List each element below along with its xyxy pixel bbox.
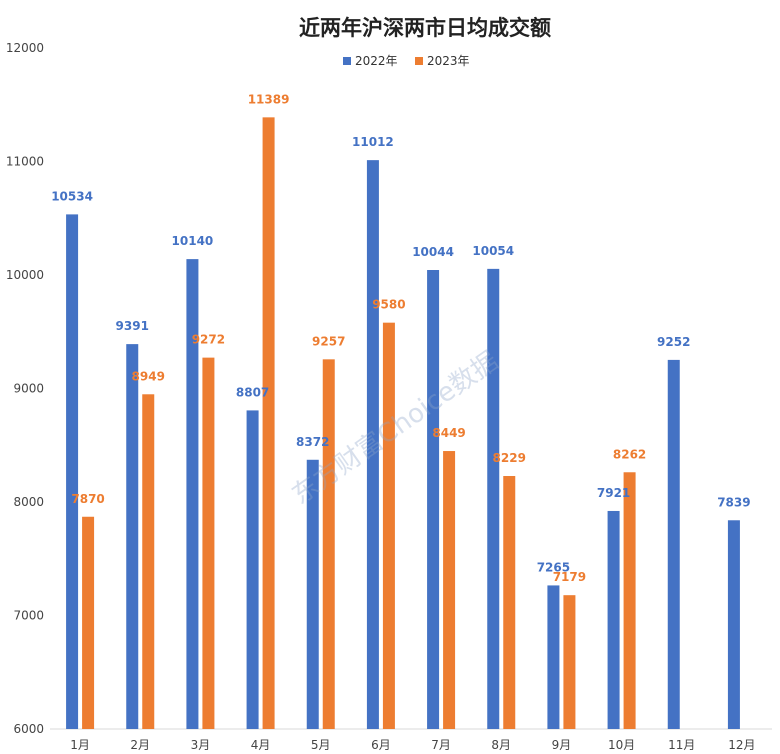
chart-title: 近两年沪深两市日均成交额: [299, 16, 551, 40]
legend: 2022年 2023年: [343, 54, 470, 68]
data-label: 11389: [248, 92, 290, 106]
data-label: 8449: [432, 426, 465, 440]
data-label: 10044: [412, 245, 454, 259]
x-tick-label: 7月: [431, 738, 451, 752]
legend-label: 2023年: [427, 54, 470, 68]
y-tick-label: 6000: [13, 722, 44, 736]
y-tick-label: 9000: [13, 382, 44, 396]
bar-series1: [547, 585, 560, 729]
data-label: 8949: [132, 369, 165, 383]
data-label: 8372: [296, 435, 329, 449]
bar-series2: [623, 472, 636, 729]
bar-series1: [126, 344, 139, 729]
x-tick-label: 11月: [668, 738, 695, 752]
x-tick-label: 3月: [191, 738, 211, 752]
data-labels: 10534 9391 10140 8807 8372 11012 10044 10054 726…: [51, 92, 750, 584]
watermark: 东方财富Choice数据: [287, 346, 504, 511]
y-tick-label: 12000: [6, 41, 44, 55]
bar-series1: [727, 520, 740, 729]
data-label: 10054: [472, 244, 514, 258]
x-tick-label: 12月: [728, 738, 755, 752]
bar-series1: [66, 214, 79, 730]
y-tick-label: 10000: [6, 268, 44, 282]
x-tick-label: 10月: [608, 738, 635, 752]
data-label: 10534: [51, 189, 93, 203]
bar-series1: [306, 459, 319, 729]
data-label: 10140: [172, 234, 214, 248]
bar-series1: [246, 410, 259, 729]
bar-series1: [487, 268, 500, 729]
bar-series2: [322, 359, 335, 729]
data-label: 8262: [613, 447, 646, 461]
bar-series1: [427, 270, 440, 729]
data-label: 9272: [192, 333, 225, 347]
x-tick-label: 9月: [552, 738, 572, 752]
bar-series2: [503, 476, 516, 729]
x-axis: 1月 2月 3月 4月 5月 6月 7月 8月 9月 10月 11月 12月: [50, 728, 772, 752]
bar-series1: [667, 359, 680, 729]
legend-label: 2022年: [355, 54, 398, 68]
y-tick-label: 8000: [13, 495, 44, 509]
bar-series2: [382, 322, 395, 729]
data-label: 8229: [493, 451, 526, 465]
x-tick-label: 8月: [491, 738, 511, 752]
x-tick-label: 4月: [251, 738, 271, 752]
data-label: 9252: [657, 335, 690, 349]
data-label: 11012: [352, 135, 394, 149]
bar-series2: [82, 516, 95, 729]
bar-series1: [366, 160, 379, 729]
bar-series1: [186, 259, 199, 729]
data-label: 7839: [717, 495, 750, 509]
x-tick-label: 1月: [70, 738, 90, 752]
legend-swatch: [343, 57, 351, 65]
data-label: 9580: [372, 298, 405, 312]
data-label: 8807: [236, 385, 269, 399]
y-tick-label: 7000: [13, 609, 44, 623]
bar-series2: [262, 117, 275, 729]
bar-series1: [607, 510, 620, 729]
data-label: 7265: [537, 560, 570, 574]
legend-swatch: [415, 57, 423, 65]
x-tick-label: 6月: [371, 738, 391, 752]
data-label: 7921: [597, 486, 630, 500]
bar-series2: [202, 357, 215, 729]
data-label: 9391: [116, 319, 149, 333]
x-tick-label: 2月: [130, 738, 150, 752]
y-axis: 6000 7000 8000 9000 10000 11000 12000: [6, 41, 44, 736]
x-tick-label: 5月: [311, 738, 331, 752]
bar-series2: [443, 451, 456, 729]
bar-series2: [563, 595, 576, 729]
data-label: 7870: [71, 492, 104, 506]
data-label: 7179: [553, 570, 586, 584]
y-tick-label: 11000: [6, 155, 44, 169]
bar-series2: [142, 394, 155, 729]
data-label: 9257: [312, 334, 345, 348]
bars: [66, 117, 740, 730]
